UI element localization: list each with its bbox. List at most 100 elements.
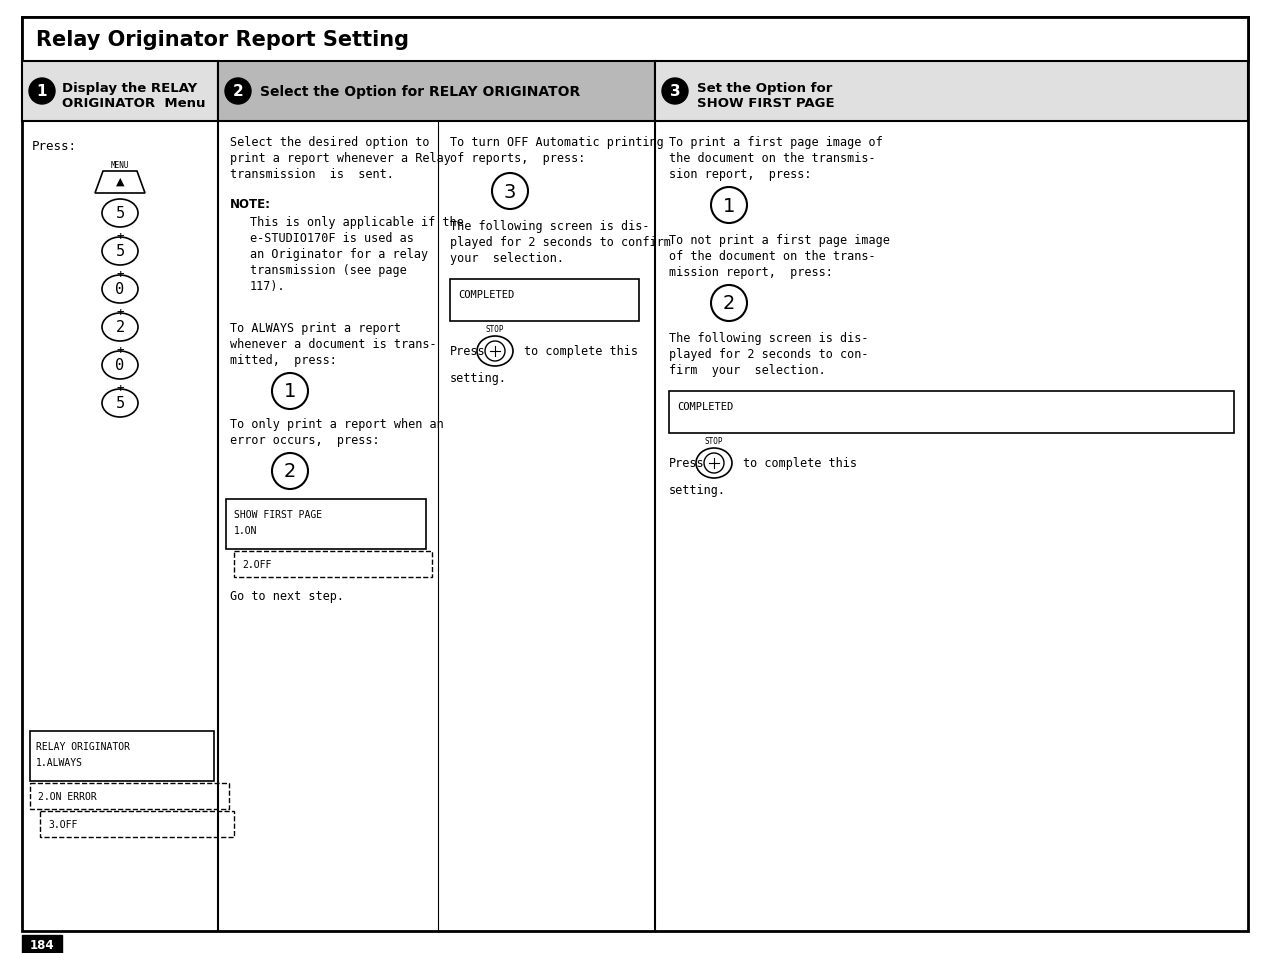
Text: Set the Option for: Set the Option for <box>697 82 832 95</box>
Text: 1: 1 <box>37 85 47 99</box>
Text: 5: 5 <box>115 396 124 411</box>
Ellipse shape <box>102 275 138 304</box>
Text: mission report,  press:: mission report, press: <box>669 266 832 278</box>
Circle shape <box>272 454 308 490</box>
Text: 1.ON: 1.ON <box>233 525 258 536</box>
Ellipse shape <box>695 449 732 478</box>
Text: The following screen is dis-: The following screen is dis- <box>669 332 868 345</box>
Circle shape <box>662 79 688 105</box>
Ellipse shape <box>102 314 138 341</box>
Text: transmission (see page: transmission (see page <box>250 264 407 276</box>
FancyBboxPatch shape <box>655 62 1247 122</box>
Text: 2: 2 <box>115 320 124 335</box>
Text: 3.OFF: 3.OFF <box>48 820 77 829</box>
Circle shape <box>704 454 725 474</box>
Text: 2.ON ERROR: 2.ON ERROR <box>38 791 96 801</box>
Text: Select the desired option to: Select the desired option to <box>230 136 429 149</box>
Text: transmission  is  sent.: transmission is sent. <box>230 168 393 181</box>
Text: print a report whenever a Relay: print a report whenever a Relay <box>230 152 450 165</box>
Text: 1: 1 <box>723 196 735 215</box>
Text: +: + <box>117 306 124 318</box>
Text: RELAY ORIGINATOR: RELAY ORIGINATOR <box>36 741 129 751</box>
Text: This is only applicable if the: This is only applicable if the <box>250 215 463 229</box>
Ellipse shape <box>102 352 138 379</box>
Text: 117).: 117). <box>250 280 286 293</box>
FancyBboxPatch shape <box>22 18 1247 62</box>
Ellipse shape <box>102 200 138 228</box>
FancyBboxPatch shape <box>226 499 426 550</box>
Text: 1.ALWAYS: 1.ALWAYS <box>36 758 82 767</box>
Text: ORIGINATOR  Menu: ORIGINATOR Menu <box>62 97 206 110</box>
Text: Go to next step.: Go to next step. <box>230 589 344 602</box>
Text: to complete this: to complete this <box>744 457 857 470</box>
Text: +: + <box>117 381 124 395</box>
Ellipse shape <box>102 237 138 266</box>
Text: Display the RELAY: Display the RELAY <box>62 82 197 95</box>
Text: 184: 184 <box>29 939 55 951</box>
FancyBboxPatch shape <box>22 935 62 953</box>
Text: To ALWAYS print a report: To ALWAYS print a report <box>230 322 401 335</box>
Circle shape <box>711 286 747 322</box>
Text: Press: Press <box>669 457 704 470</box>
Circle shape <box>272 374 308 410</box>
Text: MENU: MENU <box>110 161 129 170</box>
Text: ▲: ▲ <box>115 177 124 187</box>
Text: e-STUDIO170F is used as: e-STUDIO170F is used as <box>250 232 414 245</box>
Text: setting.: setting. <box>669 483 726 497</box>
FancyBboxPatch shape <box>41 811 233 837</box>
Text: 2.OFF: 2.OFF <box>242 559 272 569</box>
FancyBboxPatch shape <box>669 392 1233 434</box>
Text: COMPLETED: COMPLETED <box>676 401 733 412</box>
Text: whenever a document is trans-: whenever a document is trans- <box>230 337 437 351</box>
Text: the document on the transmis-: the document on the transmis- <box>669 152 876 165</box>
Text: +: + <box>117 344 124 356</box>
Text: 3: 3 <box>670 85 680 99</box>
Text: The following screen is dis-: The following screen is dis- <box>450 220 650 233</box>
Text: sion report,  press:: sion report, press: <box>669 168 811 181</box>
Text: error occurs,  press:: error occurs, press: <box>230 434 379 447</box>
Text: STOP: STOP <box>486 325 504 334</box>
Text: setting.: setting. <box>450 372 508 385</box>
Circle shape <box>711 188 747 224</box>
Text: 1: 1 <box>284 382 296 401</box>
Text: Press:: Press: <box>32 140 77 152</box>
Text: To print a first page image of: To print a first page image of <box>669 136 883 149</box>
Text: SHOW FIRST PAGE: SHOW FIRST PAGE <box>697 97 835 110</box>
Text: 5: 5 <box>115 206 124 221</box>
Text: 5: 5 <box>115 244 124 259</box>
Text: +: + <box>117 230 124 243</box>
Text: To turn OFF Automatic printing: To turn OFF Automatic printing <box>450 136 664 149</box>
Text: Press: Press <box>450 345 486 358</box>
Text: To only print a report when an: To only print a report when an <box>230 417 444 431</box>
Text: of reports,  press:: of reports, press: <box>450 152 585 165</box>
FancyBboxPatch shape <box>450 280 640 322</box>
Text: played for 2 seconds to confirm: played for 2 seconds to confirm <box>450 235 671 249</box>
PathPatch shape <box>95 172 145 193</box>
Text: 3: 3 <box>504 182 516 201</box>
Circle shape <box>485 341 505 361</box>
FancyBboxPatch shape <box>218 62 655 122</box>
Text: to complete this: to complete this <box>524 345 638 358</box>
Ellipse shape <box>102 390 138 417</box>
Text: 2: 2 <box>723 294 735 314</box>
FancyBboxPatch shape <box>30 783 228 809</box>
Circle shape <box>225 79 251 105</box>
Text: Relay Originator Report Setting: Relay Originator Report Setting <box>36 30 409 50</box>
Text: SHOW FIRST PAGE: SHOW FIRST PAGE <box>233 510 322 519</box>
Text: NOTE:: NOTE: <box>230 198 272 211</box>
FancyBboxPatch shape <box>233 552 431 578</box>
Text: 0: 0 <box>115 358 124 374</box>
Text: 2: 2 <box>284 462 296 481</box>
Text: your  selection.: your selection. <box>450 252 563 265</box>
Text: played for 2 seconds to con-: played for 2 seconds to con- <box>669 348 868 360</box>
Text: mitted,  press:: mitted, press: <box>230 354 336 367</box>
Text: of the document on the trans-: of the document on the trans- <box>669 250 876 263</box>
Text: firm  your  selection.: firm your selection. <box>669 364 826 376</box>
Text: 0: 0 <box>115 282 124 297</box>
Ellipse shape <box>477 336 513 367</box>
FancyBboxPatch shape <box>22 18 1247 931</box>
Text: Select the Option for RELAY ORIGINATOR: Select the Option for RELAY ORIGINATOR <box>260 85 580 99</box>
Text: +: + <box>117 268 124 281</box>
Text: STOP: STOP <box>704 436 723 446</box>
FancyBboxPatch shape <box>30 731 214 781</box>
